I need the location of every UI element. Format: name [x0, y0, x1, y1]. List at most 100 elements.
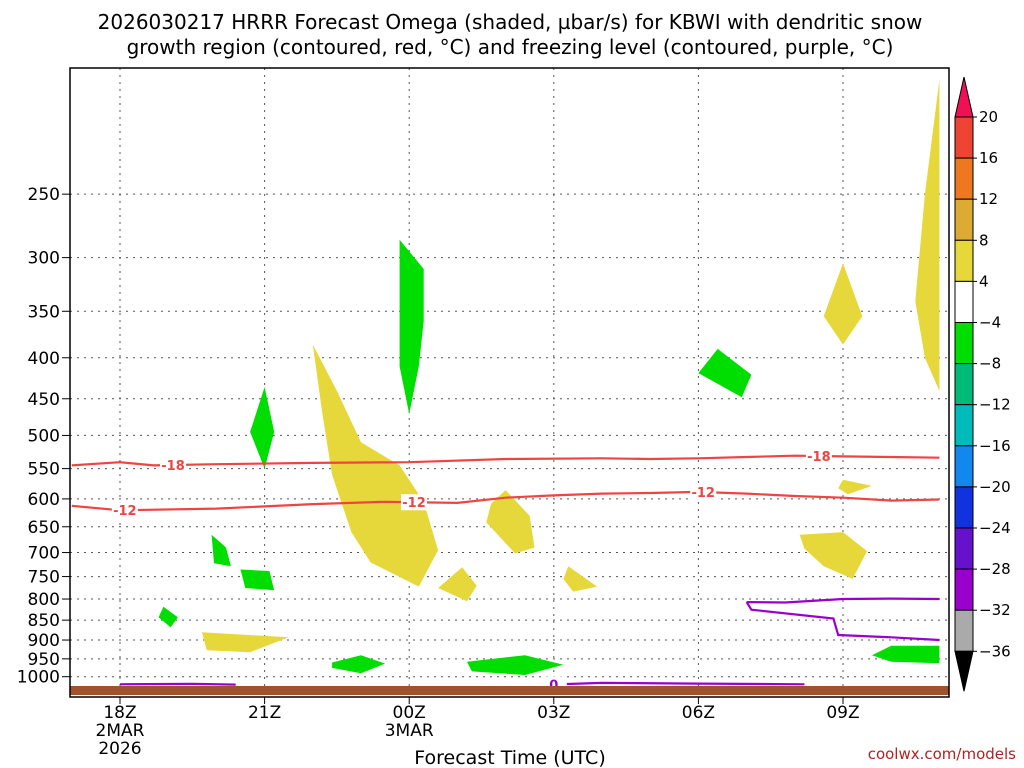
colorbar-segment — [954, 609, 974, 652]
colorbar-label: −32 — [979, 601, 1011, 619]
omega-region-negative — [158, 606, 178, 628]
y-tick-label: 700 — [28, 544, 60, 564]
contour-label: -12 — [402, 496, 426, 511]
grid-lines — [70, 68, 949, 697]
contour-label: -12 — [113, 504, 137, 519]
colorbar-segment — [954, 363, 974, 406]
omega-region-negative — [871, 645, 940, 664]
x-tick-label: 00Z — [393, 703, 426, 723]
colorbar-segment — [954, 568, 974, 611]
colorbar-label: −8 — [979, 355, 1001, 373]
colorbar-label: −4 — [979, 314, 1001, 332]
colorbar-segment — [954, 322, 974, 365]
colorbar-bottom-arrow — [954, 650, 974, 692]
omega-region-positive — [563, 566, 598, 592]
y-tick-label: 350 — [28, 302, 60, 322]
y-tick-label: 600 — [28, 490, 60, 510]
omega-region-negative — [211, 534, 231, 567]
x-tick-date: 3MAR — [385, 721, 434, 741]
colorbar-segment — [954, 280, 974, 323]
y-tick-label: 850 — [28, 611, 60, 631]
omega-region-negative — [467, 655, 564, 675]
colorbar-segment — [954, 239, 974, 282]
contour-label-bg — [805, 448, 832, 465]
omega-region-positive — [438, 567, 477, 602]
colorbar-segment — [954, 445, 974, 488]
credit-link[interactable]: coolwx.com/models — [868, 745, 1016, 763]
colorbar-segment — [954, 157, 974, 200]
omega-region-negative — [399, 239, 424, 414]
contour-label-bg — [401, 494, 428, 511]
y-tick-label: 1000 — [17, 668, 60, 688]
contour-label-bg — [690, 484, 717, 501]
contour-label-bg — [160, 457, 187, 474]
colorbar-label: −36 — [979, 642, 1011, 660]
contour-line-purple — [745, 601, 940, 642]
contour-label: -12 — [691, 486, 715, 501]
omega-region-positive — [823, 263, 863, 345]
colorbar-label: −12 — [979, 396, 1011, 414]
contour-label: -18 — [161, 459, 185, 474]
y-tick-label: 650 — [28, 518, 60, 538]
chart-title-line2: growth region (contoured, red, °C) and f… — [127, 35, 894, 59]
ground-surface — [70, 686, 949, 695]
y-tick-label: 450 — [28, 390, 60, 410]
y-tick-label: 400 — [28, 349, 60, 369]
colorbar-segment — [954, 404, 974, 447]
y-tick-label: 250 — [28, 185, 60, 205]
omega-region-negative — [240, 569, 275, 591]
omega-region-negative — [250, 387, 275, 469]
y-tick-label: 950 — [28, 650, 60, 670]
temperature-contours: -18 -18 -12 -12 -12 0 — [71, 448, 940, 693]
omega-colorbar: 20 16 12 8 4 −4 −8 −12 −16 −20 −24 −28 −32 −36 — [954, 76, 1011, 692]
contour-label: 0 — [549, 678, 558, 693]
contour-label: -18 — [807, 450, 831, 465]
colorbar-label: 4 — [979, 272, 989, 290]
x-tick-label: 18Z — [103, 703, 136, 723]
colorbar-segment — [954, 486, 974, 529]
colorbar-label: −24 — [979, 519, 1011, 537]
omega-region-positive — [486, 490, 535, 554]
chart-title-line1: 2026030217 HRRR Forecast Omega (shaded, … — [98, 10, 923, 34]
colorbar-top-arrow — [954, 76, 974, 118]
omega-region-positive — [201, 632, 289, 653]
x-tick-label: 03Z — [537, 703, 570, 723]
x-tick-date: 2MAR — [96, 721, 145, 741]
contour-label-bg — [111, 502, 138, 519]
y-tick-label: 550 — [28, 460, 60, 480]
y-tick-label: 800 — [28, 590, 60, 610]
colorbar-segment — [954, 116, 974, 159]
x-tick-label: 21Z — [248, 703, 281, 723]
omega-region-positive — [312, 344, 439, 587]
omega-region-positive — [838, 479, 872, 495]
contour-line-red — [71, 490, 940, 512]
omega-region-positive — [915, 79, 940, 391]
omega-region-positive — [799, 532, 868, 579]
x-tick-label: 09Z — [826, 703, 859, 723]
y-tick-label: 750 — [28, 568, 60, 588]
y-axis-pressure-ticks: 2503003504004505005506006507007508008509… — [17, 185, 70, 688]
colorbar-label: 20 — [979, 108, 998, 126]
y-tick-label: 900 — [28, 631, 60, 651]
colorbar-segment — [954, 527, 974, 570]
omega-shaded-regions — [158, 79, 940, 675]
colorbar-segment — [954, 198, 974, 241]
contour-line-purple — [119, 682, 236, 686]
y-tick-label: 500 — [28, 426, 60, 446]
colorbar-label: 16 — [979, 149, 998, 167]
omega-region-negative — [698, 348, 752, 398]
omega-region-negative — [332, 655, 386, 674]
colorbar-label: −28 — [979, 560, 1011, 578]
plot-frame — [69, 67, 950, 698]
contour-line-purple — [746, 597, 940, 604]
x-axis-title: Forecast Time (UTC) — [414, 747, 605, 768]
x-tick-year: 2026 — [98, 739, 141, 759]
colorbar-label: 8 — [979, 231, 989, 249]
contour-line-purple — [548, 681, 805, 686]
y-tick-label: 300 — [28, 249, 60, 269]
colorbar-label: −20 — [979, 478, 1011, 496]
x-tick-label: 06Z — [682, 703, 715, 723]
colorbar-label: 12 — [979, 190, 998, 208]
